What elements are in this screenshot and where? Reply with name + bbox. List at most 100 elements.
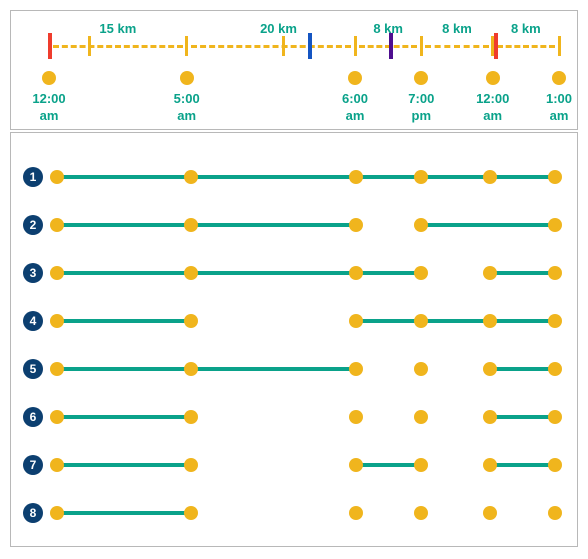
segment-dot — [548, 410, 562, 424]
segment-line — [490, 415, 555, 419]
timeline-tick — [88, 36, 91, 56]
time-label: 12:00 am — [476, 91, 509, 125]
segment-line — [356, 463, 421, 467]
segment-line — [57, 415, 191, 419]
segment-dot — [50, 362, 64, 376]
segment-dot — [548, 362, 562, 376]
segment-dot — [50, 266, 64, 280]
distance-label: 8 km — [442, 21, 472, 36]
time-bot: am — [483, 108, 502, 123]
segment-dot — [483, 458, 497, 472]
segment-dot — [349, 170, 363, 184]
segment-dot — [349, 266, 363, 280]
segment-dot — [548, 458, 562, 472]
row: 1 — [23, 153, 565, 201]
time-top: 6:00 — [342, 91, 368, 106]
row-track — [57, 503, 565, 523]
segment-dot — [184, 266, 198, 280]
row-number: 7 — [23, 455, 43, 475]
distance-label: 8 km — [511, 21, 541, 36]
segment-dot — [184, 506, 198, 520]
timeline-dot — [180, 71, 194, 85]
segment-dot — [184, 458, 198, 472]
timeline-dash — [191, 45, 351, 48]
row-number: 1 — [23, 167, 43, 187]
time-top: 12:00 — [476, 91, 509, 106]
time-bot: am — [550, 108, 569, 123]
segment-dot — [50, 458, 64, 472]
segment-line — [490, 271, 555, 275]
segment-dot — [50, 410, 64, 424]
row-track — [57, 167, 565, 187]
timeline-dash — [425, 45, 488, 48]
timeline-dot — [348, 71, 362, 85]
time-label: 1:00am — [546, 91, 572, 125]
distance-label: 15 km — [99, 21, 136, 36]
row: 8 — [23, 489, 565, 537]
segment-dot — [414, 410, 428, 424]
timeline-dash — [359, 45, 417, 48]
time-bot: am — [40, 108, 59, 123]
segment-dot — [414, 218, 428, 232]
segment-line — [57, 319, 191, 323]
segment-dot — [483, 314, 497, 328]
segment-dot — [548, 506, 562, 520]
timeline-dash — [53, 45, 183, 48]
timeline-tick — [420, 36, 423, 56]
segment-dot — [548, 266, 562, 280]
row: 5 — [23, 345, 565, 393]
segment-dot — [414, 266, 428, 280]
row-number: 8 — [23, 503, 43, 523]
rows-panel: 12345678 — [10, 132, 578, 547]
distance-label: 20 km — [260, 21, 297, 36]
time-bot: am — [177, 108, 196, 123]
time-bot: pm — [412, 108, 432, 123]
timeline-tick — [354, 36, 357, 56]
segment-dot — [548, 170, 562, 184]
timeline-dot — [552, 71, 566, 85]
time-label: 5:00am — [174, 91, 200, 125]
segment-dot — [483, 506, 497, 520]
time-bot: am — [346, 108, 365, 123]
segment-line — [356, 319, 555, 323]
segment-dot — [414, 506, 428, 520]
segment-dot — [184, 410, 198, 424]
segment-line — [57, 223, 356, 227]
segment-dot — [50, 218, 64, 232]
timeline-dash — [497, 45, 555, 48]
segment-dot — [349, 218, 363, 232]
segment-dot — [349, 362, 363, 376]
row-number: 6 — [23, 407, 43, 427]
timeline-marker — [48, 33, 52, 59]
segment-dot — [184, 314, 198, 328]
segment-line — [421, 223, 555, 227]
segment-line — [57, 511, 191, 515]
row-track — [57, 311, 565, 331]
row: 2 — [23, 201, 565, 249]
segment-line — [490, 463, 555, 467]
segment-dot — [414, 170, 428, 184]
segment-dot — [483, 170, 497, 184]
segment-dot — [184, 218, 198, 232]
segment-dot — [349, 458, 363, 472]
segment-dot — [414, 314, 428, 328]
segment-dot — [50, 314, 64, 328]
row-track — [57, 407, 565, 427]
segment-dot — [548, 218, 562, 232]
time-top: 7:00 — [408, 91, 434, 106]
segment-line — [490, 367, 555, 371]
segment-dot — [414, 362, 428, 376]
timeline-tick — [558, 36, 561, 56]
segment-dot — [483, 362, 497, 376]
timeline-dot — [42, 71, 56, 85]
segment-dot — [483, 266, 497, 280]
row: 4 — [23, 297, 565, 345]
time-label: 6:00 am — [342, 91, 368, 125]
segment-dot — [184, 362, 198, 376]
segment-dot — [50, 170, 64, 184]
row-number: 2 — [23, 215, 43, 235]
timeline-marker — [389, 33, 393, 59]
segment-dot — [548, 314, 562, 328]
timeline-panel: 15 km20 km8 km8 km8 km12:00am5:00am6:00a… — [10, 10, 578, 130]
segment-dot — [349, 314, 363, 328]
